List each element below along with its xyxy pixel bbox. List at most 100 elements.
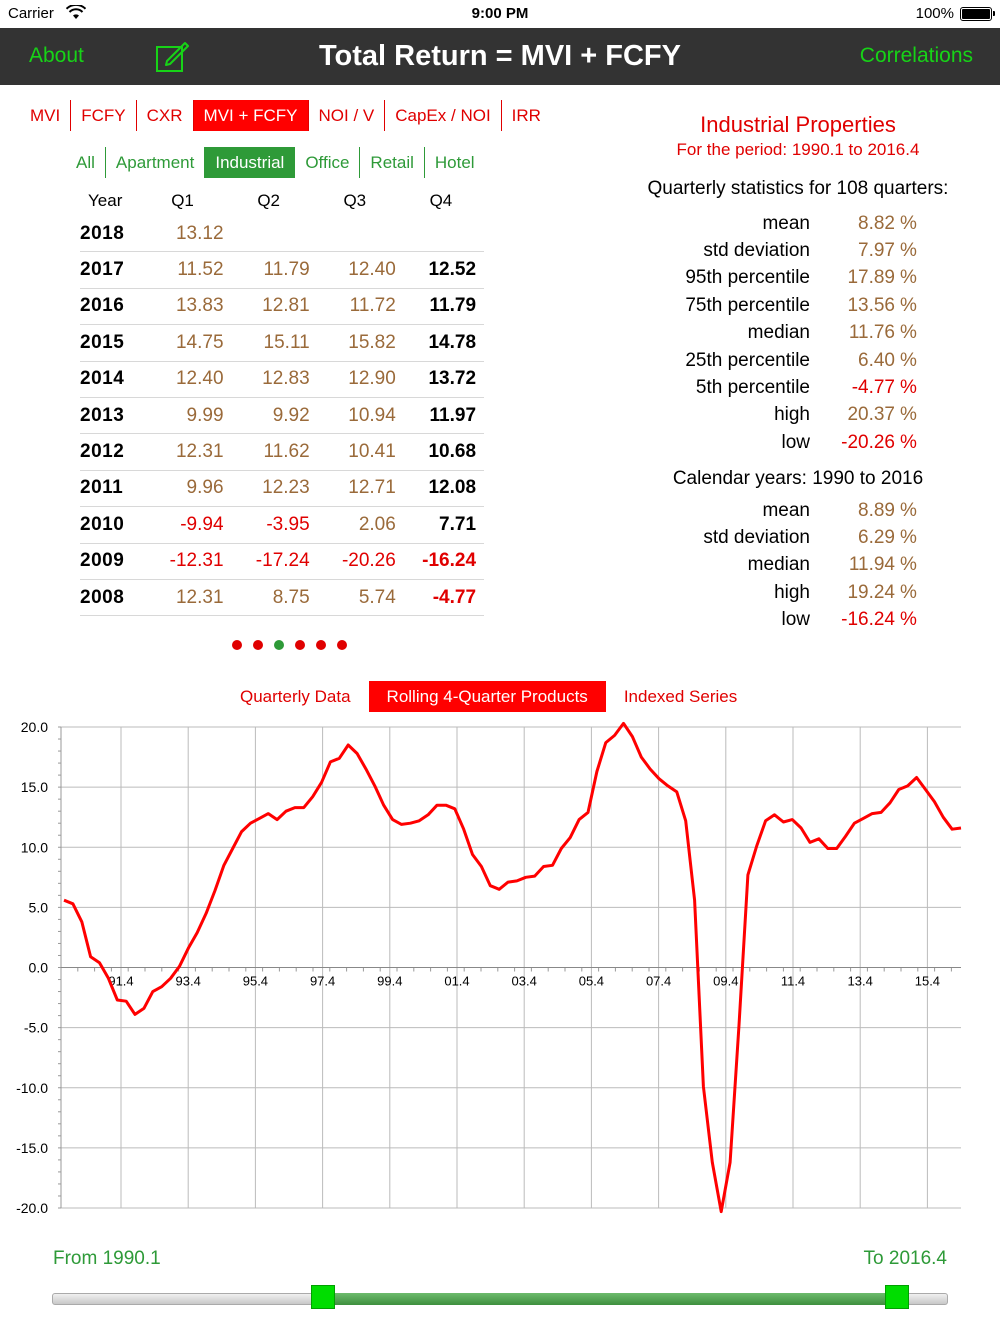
stat-value: 20.37: [847, 404, 895, 426]
value-cell: -3.95: [266, 513, 310, 535]
metric-tab[interactable]: NOI / V: [309, 100, 386, 131]
header-q3: Q3: [343, 191, 367, 210]
page-dot[interactable]: [295, 640, 305, 650]
page-dot[interactable]: [337, 640, 347, 650]
table-row: 2014 12.40 12.83 12.90 13.72: [80, 362, 484, 398]
percent-sign: %: [900, 527, 917, 549]
value-cell: 11.72: [349, 295, 396, 317]
page-title: Total Return = MVI + FCFY: [319, 40, 681, 72]
value-cell: 9.96: [186, 477, 224, 499]
stat-row: mean 8.89%: [620, 497, 940, 524]
year-cell: 2016: [80, 295, 125, 317]
value-cell: 15.11: [263, 331, 310, 353]
table-row: 2011 9.96 12.23 12.71 12.08: [80, 471, 484, 508]
edit-icon[interactable]: [155, 41, 189, 73]
value-cell: 12.31: [175, 441, 224, 463]
stat-label: 95th percentile: [685, 267, 810, 289]
header-q4: Q4: [429, 191, 453, 210]
page-dot[interactable]: [253, 640, 263, 650]
chart-tab[interactable]: Quarterly Data: [240, 687, 351, 706]
property-tab[interactable]: Retail: [360, 147, 425, 178]
carrier-label: Carrier: [8, 5, 54, 22]
metric-tab[interactable]: MVI: [20, 100, 72, 131]
x-tick-label: 97.4: [310, 974, 335, 989]
metric-tab[interactable]: CapEx / NOI: [385, 100, 502, 131]
table-row: 2015 14.75 15.11 15.82 14.78: [80, 325, 484, 362]
stat-row: 95th percentile 17.89%: [620, 265, 940, 292]
table-row: 2017 11.52 11.79 12.40 12.52: [80, 252, 484, 289]
page-indicator[interactable]: [232, 640, 347, 650]
property-tab[interactable]: Apartment: [106, 147, 206, 178]
year-cell: 2012: [80, 441, 125, 463]
table-row: 2008 12.31 8.75 5.74 -4.77: [80, 580, 484, 617]
stat-value: -4.77: [851, 377, 895, 399]
value-cell: 9.99: [186, 404, 224, 426]
stat-value: -20.26: [841, 431, 895, 453]
y-tick-label: 5.0: [29, 899, 49, 915]
stat-label: low: [781, 609, 810, 631]
value-cell: 7.71: [439, 513, 477, 535]
y-tick-label: -10.0: [16, 1080, 48, 1096]
chart-tab[interactable]: Rolling 4-Quarter Products: [368, 681, 606, 712]
stat-value: 6.40: [858, 349, 895, 371]
series-line: [63, 721, 962, 1214]
property-tab[interactable]: Industrial: [205, 147, 296, 178]
value-cell: 2.06: [358, 513, 396, 535]
slider-from-label: From 1990.1: [53, 1248, 161, 1269]
range-slider-selection: [323, 1293, 897, 1305]
y-tick-label: 0.0: [29, 960, 49, 976]
x-tick-label: 09.4: [713, 974, 738, 989]
stat-value: 11.76: [848, 322, 895, 344]
percent-sign: %: [900, 212, 917, 234]
table-header: Year Q1 Q2 Q3 Q4: [80, 186, 484, 216]
property-tab[interactable]: All: [66, 147, 106, 178]
percent-sign: %: [900, 404, 917, 426]
battery-percent: 100%: [915, 5, 954, 22]
range-slider-start-handle[interactable]: [311, 1285, 335, 1309]
page-dot[interactable]: [274, 640, 284, 650]
percent-sign: %: [900, 554, 917, 576]
metric-tab[interactable]: IRR: [511, 106, 541, 125]
stat-row: median 11.94%: [620, 552, 940, 579]
table-row: 2018 13.12: [80, 216, 484, 253]
percent-sign: %: [900, 322, 917, 344]
percent-sign: %: [900, 431, 917, 453]
about-button[interactable]: About: [29, 44, 84, 67]
correlations-button[interactable]: Correlations: [859, 44, 973, 67]
value-cell: 12.31: [175, 586, 224, 608]
table-row: 2009 -12.31 -17.24 -20.26 -16.24: [80, 544, 484, 580]
metric-tab[interactable]: MVI + FCFY: [193, 100, 309, 131]
stat-value: -16.24: [841, 609, 895, 631]
value-cell: -12.31: [169, 550, 224, 572]
calendar-stats: mean 8.89% std deviation 6.29% median 11.94% h…: [620, 497, 940, 634]
stat-label: std deviation: [703, 527, 810, 549]
range-slider-end-handle[interactable]: [885, 1285, 909, 1309]
stat-row: high 20.37%: [620, 402, 940, 429]
metric-tab[interactable]: CXR: [137, 100, 194, 131]
y-tick-label: -20.0: [16, 1200, 48, 1216]
page-dot[interactable]: [316, 640, 326, 650]
stat-row: high 19.24%: [620, 579, 940, 606]
stat-row: 75th percentile 13.56%: [620, 292, 940, 319]
x-tick-label: 93.4: [176, 974, 201, 989]
x-tick-label: 03.4: [512, 974, 537, 989]
value-cell: 12.40: [175, 368, 224, 390]
page-dot[interactable]: [232, 640, 242, 650]
property-tab[interactable]: Office: [295, 147, 361, 178]
stat-value: 17.89: [847, 267, 895, 289]
metric-tab[interactable]: FCFY: [71, 100, 137, 131]
year-cell: 2008: [80, 586, 125, 608]
calendar-stats-heading: Calendar years: 1990 to 2016: [672, 468, 924, 489]
year-cell: 2015: [80, 331, 125, 353]
value-cell: -9.94: [180, 513, 224, 535]
stat-value: 6.29: [858, 527, 895, 549]
value-cell: 11.52: [177, 259, 224, 281]
stat-label: 75th percentile: [685, 294, 810, 316]
value-cell: -20.26: [341, 550, 396, 572]
value-cell: -16.24: [422, 550, 477, 572]
property-tab[interactable]: Hotel: [434, 153, 475, 172]
y-tick-label: -5.0: [24, 1020, 48, 1036]
navigation-bar: About Total Return = MVI + FCFY Correlat…: [0, 28, 1000, 85]
value-cell: 12.23: [262, 477, 310, 499]
chart-tab[interactable]: Indexed Series: [623, 687, 738, 706]
